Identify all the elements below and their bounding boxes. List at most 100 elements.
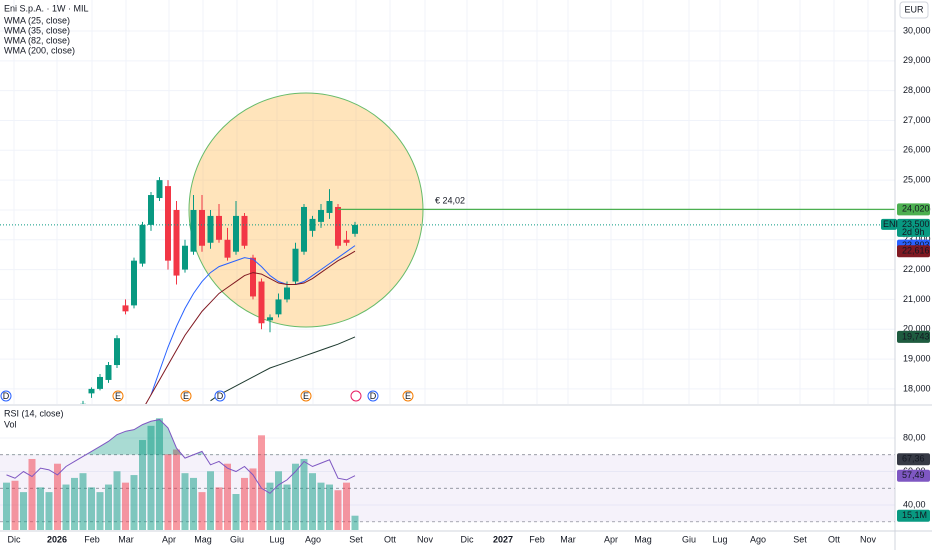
y-tick-label: 18,000 <box>903 383 931 393</box>
candle-body <box>343 239 350 243</box>
volume-bar <box>343 482 350 530</box>
rsi-line <box>6 419 356 494</box>
volume-bar <box>300 458 308 530</box>
candle-body <box>267 317 273 321</box>
indicator-label: WMA (200, close) <box>4 45 75 55</box>
candle-body <box>97 376 103 389</box>
y-tick-label: 28,000 <box>903 85 931 95</box>
rsi-tag: 67,36 <box>902 454 925 464</box>
x-tick-label: Dic <box>461 534 474 544</box>
volume-bar <box>334 490 342 530</box>
x-tick-label: Giu <box>230 534 244 544</box>
candle-body <box>105 365 112 380</box>
event-marker <box>367 390 379 402</box>
price-tag: 24,020 <box>902 204 930 214</box>
countdown: 2d 9h <box>902 227 925 237</box>
candle-body <box>284 287 290 300</box>
volume-bar <box>45 492 53 530</box>
price-tag-bg <box>897 203 930 216</box>
candle-body <box>80 403 86 404</box>
event-marker <box>402 390 414 402</box>
candle-body <box>275 299 282 315</box>
indicator-label: WMA (82, close) <box>4 35 70 45</box>
volume-bar <box>215 487 223 530</box>
symbol-tag: ENI <box>883 219 898 229</box>
rsi-tick-label: 40,00 <box>903 499 926 509</box>
y-tick-label: 21,000 <box>903 294 931 304</box>
volume-bar <box>20 492 27 530</box>
rsi-tick-label: 80,00 <box>903 432 926 442</box>
x-tick-label: Lug <box>269 534 284 544</box>
candle-body <box>182 245 188 270</box>
volume-bar <box>88 487 95 530</box>
volume-bar <box>139 440 146 530</box>
event-label: E <box>303 391 309 401</box>
candle-body <box>352 224 358 234</box>
volume-bar <box>190 477 197 530</box>
volume-bar <box>11 480 19 530</box>
price-tag: 19,743 <box>902 331 930 341</box>
candle-body <box>250 257 256 297</box>
volume-bar <box>105 484 112 530</box>
currency-box[interactable] <box>899 1 929 19</box>
y-tick-label: 22,000 <box>903 264 931 274</box>
volume-bar <box>54 463 61 530</box>
volume-bar <box>173 449 180 530</box>
volume-bar <box>3 482 10 530</box>
x-tick-label: Mar <box>118 534 134 544</box>
volume-bar <box>79 473 87 530</box>
candle-body <box>258 281 265 324</box>
rsi-title: RSI (14, close) <box>4 408 64 418</box>
candle-body <box>207 215 214 243</box>
candle-body <box>224 239 231 258</box>
event-marker <box>180 390 192 402</box>
x-tick-label: Dic <box>8 534 21 544</box>
volume-bar <box>96 492 104 530</box>
volume-bar <box>164 454 172 530</box>
x-tick-label: Ago <box>305 534 321 544</box>
candle-body <box>326 201 333 213</box>
volume-bar <box>351 515 359 530</box>
volume-bar <box>130 475 138 530</box>
x-tick-label: 2026 <box>47 534 67 544</box>
event-marker <box>350 390 362 402</box>
candle-body <box>216 215 222 240</box>
volume-bar <box>156 418 163 530</box>
volume-bar <box>122 482 129 530</box>
candle-body <box>233 215 239 252</box>
price-tag-bg <box>897 330 930 343</box>
volume-title: Vol <box>4 419 17 429</box>
x-tick-label: Apr <box>162 534 176 544</box>
candle-body <box>241 215 248 246</box>
currency[interactable]: EUR <box>904 4 924 14</box>
x-tick-label: Ott <box>828 534 841 544</box>
horizontal-line-label: € 24,02 <box>435 196 465 206</box>
volume-bar <box>258 435 265 530</box>
volume-bar <box>241 477 248 530</box>
rsi-tag-bg <box>897 453 930 466</box>
event-label: D <box>3 391 10 401</box>
y-tick-label: 20,000 <box>903 324 931 334</box>
x-tick-label: Nov <box>417 534 434 544</box>
wma-line <box>150 245 356 396</box>
event-label: D <box>217 391 224 401</box>
candle-body <box>139 224 146 264</box>
price-tag: 22,616 <box>902 246 930 256</box>
candle-body <box>199 209 205 246</box>
x-tick-label: Ott <box>384 534 397 544</box>
volume-bar <box>147 425 155 530</box>
volume-bar <box>309 473 316 530</box>
volume-bar <box>283 484 291 530</box>
wma-line <box>210 336 356 402</box>
event-marker <box>214 390 226 402</box>
volume-bar <box>266 482 274 530</box>
volume-bar <box>71 477 78 530</box>
x-tick-label: Apr <box>604 534 618 544</box>
x-tick-label: Nov <box>860 534 877 544</box>
volume-bar <box>326 484 333 530</box>
rsi-tag: 57,49 <box>902 470 925 480</box>
volume-bar <box>224 463 231 530</box>
chart-title: Eni S.p.A. · 1W · MIL <box>4 3 89 13</box>
